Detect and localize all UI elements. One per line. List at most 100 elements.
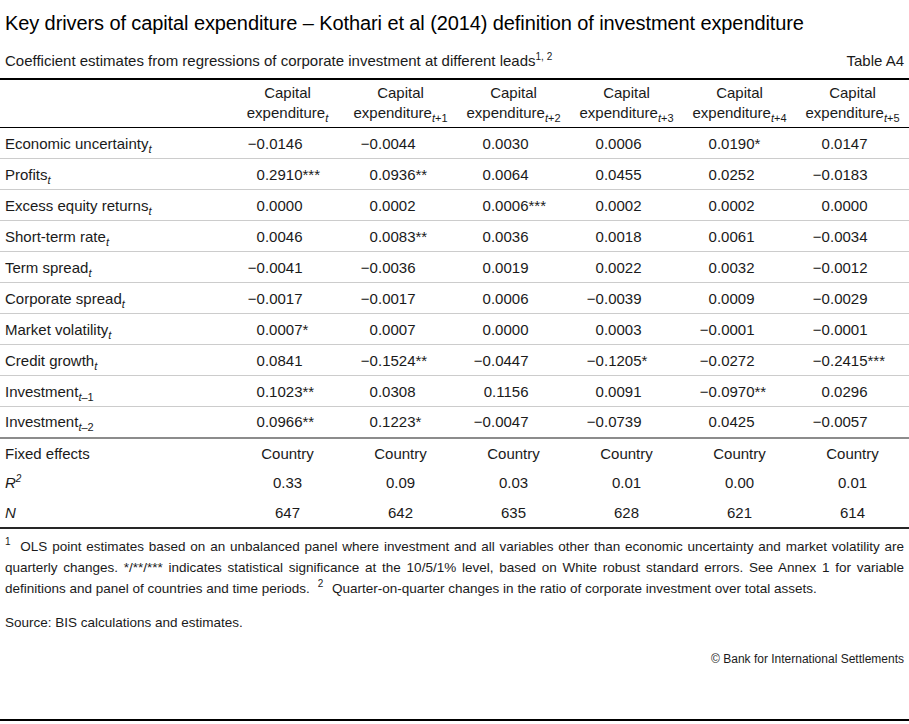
coefficient-cell: 0.0018	[570, 221, 683, 252]
row-label: Fixed effects	[0, 438, 231, 468]
subtitle-row: Coefficient estimates from regressions o…	[0, 52, 909, 69]
summary-row: N647642635628621614	[0, 498, 909, 528]
row-label: Corporate spreadt	[0, 283, 231, 314]
coefficient-cell: 0.0455	[570, 159, 683, 190]
coefficient-cell: −0.0044	[344, 128, 457, 159]
coefficient-cell: −0.0183	[796, 159, 909, 190]
table-row: Short-term ratet0.00460.0083**0.00360.00…	[0, 221, 909, 252]
header-corner-cell	[0, 79, 231, 128]
row-label: Excess equity returnst	[0, 190, 231, 221]
row-label: Market volatilityt	[0, 314, 231, 345]
table-header: CapitalexpendituretCapitalexpendituret+1…	[0, 79, 909, 128]
coefficient-cell: 0.0147	[796, 128, 909, 159]
bis-table-page: Key drivers of capital expenditure – Kot…	[0, 0, 909, 724]
footnote-2-marker: 2	[318, 578, 324, 589]
row-label: Economic uncertaintyt	[0, 128, 231, 159]
coefficient-cell: 0.0308	[344, 376, 457, 407]
coefficient-cell: 0.0000	[796, 190, 909, 221]
coefficient-cell: −0.0739	[570, 407, 683, 438]
table-body: Economic uncertaintyt−0.0146−0.00440.003…	[0, 128, 909, 528]
summary-cell: 0.03	[457, 468, 570, 498]
coefficient-cell: 0.0296	[796, 376, 909, 407]
column-header: Capitalexpendituret+5	[796, 79, 909, 128]
coefficient-cell: 0.0006	[570, 128, 683, 159]
coefficient-cell: 0.0006	[457, 283, 570, 314]
coefficient-cell: 0.0083**	[344, 221, 457, 252]
summary-cell: Country	[457, 438, 570, 468]
coefficient-cell: −0.1524**	[344, 345, 457, 376]
table-row: Profitst0.2910***0.0936**0.00640.04550.0…	[0, 159, 909, 190]
coefficient-cell: 0.0252	[683, 159, 796, 190]
row-label: Profitst	[0, 159, 231, 190]
coefficient-cell: 0.0091	[570, 376, 683, 407]
coefficient-cell: −0.0001	[683, 314, 796, 345]
row-label: R2	[0, 468, 231, 498]
coefficient-cell: −0.0970**	[683, 376, 796, 407]
coefficient-cell: −0.0272	[683, 345, 796, 376]
coefficient-cell: 0.0966**	[231, 407, 344, 438]
header-row: CapitalexpendituretCapitalexpendituret+1…	[0, 79, 909, 128]
coefficient-cell: 0.0030	[457, 128, 570, 159]
coefficient-cell: 0.0002	[570, 190, 683, 221]
table-row: Excess equity returnst0.00000.00020.0006…	[0, 190, 909, 221]
coefficient-cell: 0.0007	[344, 314, 457, 345]
coefficient-cell: −0.0012	[796, 252, 909, 283]
row-label: Term spreadt	[0, 252, 231, 283]
footnotes: 1 OLS point estimates based on an unbala…	[0, 536, 909, 599]
coefficient-cell: −0.0036	[344, 252, 457, 283]
coefficient-cell: 0.0936**	[344, 159, 457, 190]
row-label: Investmentt–1	[0, 376, 231, 407]
coefficient-cell: −0.0034	[796, 221, 909, 252]
coefficient-cell: −0.0146	[231, 128, 344, 159]
summary-cell: 0.00	[683, 468, 796, 498]
summary-cell: Country	[231, 438, 344, 468]
coefficient-cell: 0.0190*	[683, 128, 796, 159]
coefficient-cell: 0.0032	[683, 252, 796, 283]
footnote-1-marker: 1	[5, 536, 11, 547]
coefficient-cell: −0.0017	[231, 283, 344, 314]
table-number: Table A4	[846, 52, 904, 69]
table-row: Credit growtht0.0841−0.1524**−0.0447−0.1…	[0, 345, 909, 376]
summary-cell: Country	[344, 438, 457, 468]
summary-row: R20.330.090.030.010.000.01	[0, 468, 909, 498]
coefficient-cell: 0.0003	[570, 314, 683, 345]
subtitle-text: Coefficient estimates from regressions o…	[5, 52, 536, 69]
table-row: Term spreadt−0.0041−0.00360.00190.00220.…	[0, 252, 909, 283]
summary-cell: 621	[683, 498, 796, 528]
coefficient-cell: 0.0064	[457, 159, 570, 190]
summary-cell: 614	[796, 498, 909, 528]
column-header: Capitalexpendituret+1	[344, 79, 457, 128]
coefficient-cell: 0.0061	[683, 221, 796, 252]
summary-cell: 0.01	[570, 468, 683, 498]
summary-cell: 0.01	[796, 468, 909, 498]
coefficient-cell: 0.0019	[457, 252, 570, 283]
page-title: Key drivers of capital expenditure – Kot…	[0, 8, 820, 38]
coefficient-cell: 0.0425	[683, 407, 796, 438]
column-header: Capitalexpendituret+4	[683, 79, 796, 128]
summary-cell: 647	[231, 498, 344, 528]
table-row: Market volatilityt0.0007*0.00070.00000.0…	[0, 314, 909, 345]
footnote-2-text: Quarter-on-quarter changes in the ratio …	[332, 581, 817, 596]
coefficient-cell: 0.2910***	[231, 159, 344, 190]
coefficient-cell: 0.0002	[344, 190, 457, 221]
coefficient-cell: 0.0000	[231, 190, 344, 221]
coefficient-cell: 0.0006***	[457, 190, 570, 221]
coefficient-cell: −0.0029	[796, 283, 909, 314]
row-label: Credit growtht	[0, 345, 231, 376]
summary-cell: Country	[570, 438, 683, 468]
copyright-line: © Bank for International Settlements	[0, 652, 909, 666]
coefficient-cell: −0.0001	[796, 314, 909, 345]
summary-row: Fixed effectsCountryCountryCountryCountr…	[0, 438, 909, 468]
coefficient-cell: 0.1156	[457, 376, 570, 407]
summary-cell: 0.09	[344, 468, 457, 498]
row-label: N	[0, 498, 231, 528]
coefficient-cell: −0.0041	[231, 252, 344, 283]
row-label: Investmentt–2	[0, 407, 231, 438]
summary-cell: Country	[683, 438, 796, 468]
coefficient-cell: 0.0009	[683, 283, 796, 314]
summary-cell: Country	[796, 438, 909, 468]
table-subtitle: Coefficient estimates from regressions o…	[5, 52, 552, 69]
subtitle-footnote-refs: 1, 2	[536, 51, 553, 62]
coefficient-cell: 0.1223*	[344, 407, 457, 438]
coefficient-cell: −0.0017	[344, 283, 457, 314]
